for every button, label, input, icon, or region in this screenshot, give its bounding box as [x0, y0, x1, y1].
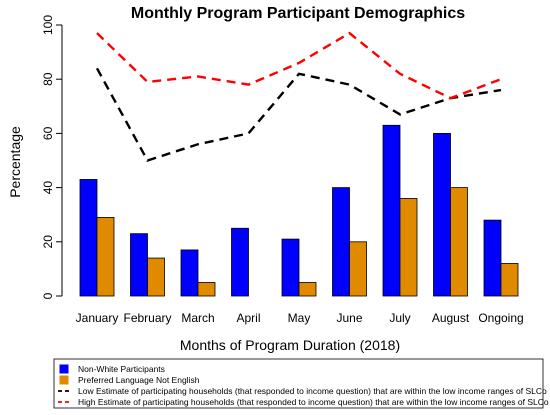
x-tick-label: March	[181, 311, 214, 325]
bar	[500, 263, 519, 297]
bar	[483, 219, 502, 297]
legend-entry: Non-White Participants	[78, 364, 165, 374]
y-axis-label: Percentage	[7, 126, 23, 198]
legend-box	[53, 358, 544, 409]
legend-swatch	[59, 364, 69, 374]
plot-area	[79, 31, 519, 297]
bar	[231, 227, 249, 297]
bar	[130, 233, 148, 297]
legend-swatch	[59, 375, 69, 385]
y-tick-label: 80	[41, 72, 55, 86]
bar	[79, 179, 98, 297]
x-tick-label: July	[389, 311, 410, 325]
x-tick-labels: January February March April May June July Augu…	[76, 311, 524, 325]
bar	[281, 238, 300, 297]
x-tick-label: February	[123, 311, 171, 325]
legend-entry: Preferred Language Not English	[78, 375, 200, 385]
x-tick-label: August	[432, 311, 470, 325]
y-tick-label: 0	[41, 292, 55, 299]
legend-entry: Low Estimate of participating households…	[78, 386, 547, 396]
x-tick-label: June	[336, 311, 362, 325]
bar	[349, 241, 367, 297]
y-tick-label: 20	[41, 235, 55, 249]
y-tick-label: 100	[41, 15, 55, 35]
chart-title: Monthly Program Participant Demographics	[131, 5, 465, 22]
bar	[147, 257, 165, 297]
y-tick-label: 40	[41, 181, 55, 195]
bar	[180, 249, 199, 297]
bar	[433, 132, 451, 297]
series-line	[96, 31, 502, 100]
y-axis: 0 20 40 60 80 100	[41, 15, 63, 299]
x-axis-label: Months of Program Duration (2018)	[180, 337, 400, 353]
x-tick-label: May	[288, 311, 311, 325]
series-line	[95, 67, 502, 162]
y-tick-label: 60	[41, 126, 55, 140]
bar	[96, 217, 115, 297]
x-tick-label: January	[76, 311, 119, 325]
bar	[382, 124, 401, 297]
x-tick-label: April	[236, 311, 260, 325]
bar	[332, 187, 350, 297]
bar	[298, 282, 317, 297]
x-tick-label: Ongoing	[478, 311, 523, 325]
bar	[450, 187, 468, 297]
bar	[399, 198, 418, 297]
bar	[197, 282, 216, 297]
legend-entry: High Estimate of participating household…	[78, 397, 549, 407]
